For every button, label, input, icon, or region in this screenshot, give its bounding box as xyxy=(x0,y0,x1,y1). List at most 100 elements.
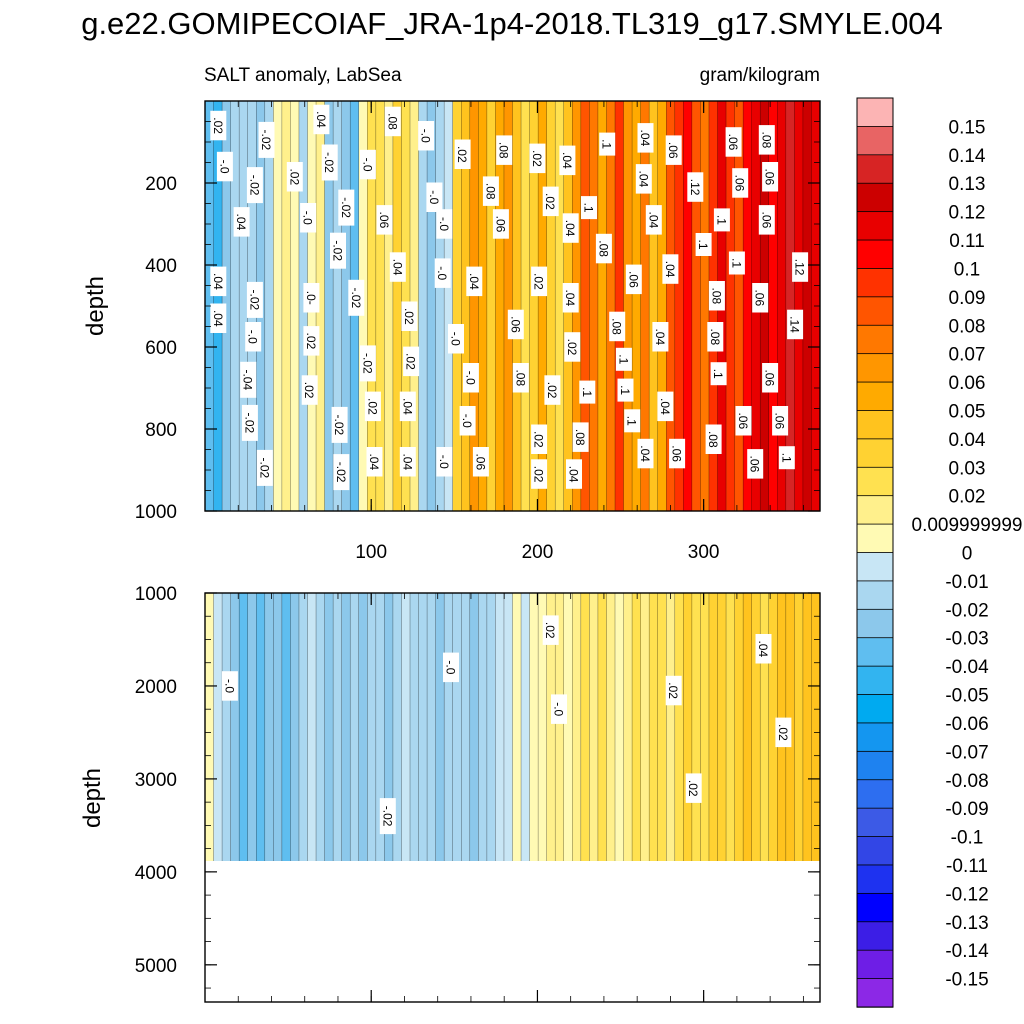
svg-text:-.04: -.04 xyxy=(241,369,255,390)
svg-text:-.02: -.02 xyxy=(380,806,394,827)
field-column xyxy=(666,593,676,861)
subtitle-units: gram/kilogram xyxy=(700,65,820,86)
field-column xyxy=(222,101,232,511)
colorbar-label: 0.06 xyxy=(949,373,986,394)
svg-text:.1: .1 xyxy=(729,258,743,268)
y-tick-label: 2000 xyxy=(135,677,177,698)
svg-text:.04: .04 xyxy=(563,289,577,306)
upper-panel-contour-labels: .02 -.02 .04 .08 -.0 .02 .08 .02 .04 .1 .04 .06 .06.… xyxy=(210,104,809,491)
colorbar-swatch xyxy=(856,523,894,554)
field-column xyxy=(307,593,317,861)
colorbar-label: -0.09 xyxy=(945,799,988,820)
contour-label: .02 xyxy=(685,773,702,803)
contour-label: .04 xyxy=(233,207,250,237)
field-column xyxy=(298,593,309,861)
y-tick-label: 1000 xyxy=(135,584,177,605)
svg-text:.1: .1 xyxy=(618,385,632,395)
svg-text:.06: .06 xyxy=(626,271,640,288)
field-column xyxy=(358,593,368,861)
field-column xyxy=(734,101,744,511)
field-column xyxy=(239,101,249,511)
colorbar-swatch xyxy=(856,353,894,383)
colorbar-label: 0.02 xyxy=(949,487,986,508)
colorbar-swatch xyxy=(856,268,894,298)
field-column xyxy=(743,101,753,511)
colorbar-label: 0.08 xyxy=(949,316,986,337)
field-column xyxy=(503,101,514,511)
colorbar-label: -0.05 xyxy=(945,686,988,707)
field-column xyxy=(657,101,667,511)
svg-text:-.02: -.02 xyxy=(259,130,273,151)
contour-label: .02 xyxy=(454,139,471,170)
colorbar-swatch xyxy=(856,694,894,724)
contour-label: .1 xyxy=(713,208,730,232)
field-column xyxy=(461,101,471,511)
field-column xyxy=(666,101,676,511)
contour-label: .02 xyxy=(775,717,792,748)
contour-label: .02 xyxy=(303,326,320,356)
contour-label: .06 xyxy=(772,405,789,436)
contour-label: .08 xyxy=(572,422,589,452)
lower-panel-field xyxy=(205,593,820,861)
contour-label: .02 xyxy=(544,375,561,405)
colorbar-swatch xyxy=(856,978,894,1008)
contour-label: .08 xyxy=(496,135,513,165)
y-tick-label: 4000 xyxy=(135,863,177,884)
field-column xyxy=(247,593,257,861)
field-column xyxy=(333,101,343,511)
svg-text:-.0: -.0 xyxy=(449,332,463,346)
contour-label: -.02 xyxy=(333,454,350,491)
contour-label: .06 xyxy=(472,446,489,477)
contour-label: .1 xyxy=(624,409,641,433)
y-tick-label: 5000 xyxy=(135,956,177,977)
svg-text:.02: .02 xyxy=(404,353,418,370)
svg-text:.02: .02 xyxy=(776,724,790,741)
contour-label: -.04 xyxy=(240,361,257,398)
colorbar-swatch xyxy=(856,580,894,611)
colorbar-label: 0.14 xyxy=(949,146,986,167)
field-column xyxy=(281,101,292,511)
svg-text:.04: .04 xyxy=(638,130,652,147)
svg-text:.02: .02 xyxy=(532,431,546,448)
colorbar-swatch xyxy=(856,97,894,128)
field-column xyxy=(410,593,420,861)
contour-label: .08 xyxy=(609,311,626,342)
contour-label: -.02 xyxy=(338,189,355,226)
field-column xyxy=(717,593,727,861)
colorbar-label: -0.14 xyxy=(945,941,989,962)
colorbar-swatch xyxy=(856,864,894,895)
svg-text:-.02: -.02 xyxy=(257,458,271,479)
field-column xyxy=(785,101,795,511)
upper-panel-y-axis: 200 400 600 800 1000 xyxy=(135,100,820,523)
svg-text:-.0: -.0 xyxy=(437,217,451,231)
field-column xyxy=(384,593,394,861)
svg-text:.0-: .0- xyxy=(304,291,318,305)
svg-text:.1: .1 xyxy=(580,387,594,397)
contour-label: .04 xyxy=(637,123,654,153)
subtitle-variable: SALT anomaly, LabSea xyxy=(204,65,402,86)
field-column xyxy=(700,101,710,511)
field-column xyxy=(264,593,274,861)
field-column xyxy=(794,101,804,511)
field-column xyxy=(461,593,471,861)
contour-label: .06 xyxy=(762,362,779,393)
contour-label: .04 xyxy=(559,145,576,176)
contour-label: .02 xyxy=(665,675,682,706)
svg-text:.06: .06 xyxy=(733,175,747,192)
contour-label: .04 xyxy=(399,391,416,422)
contour-label: -.0 xyxy=(436,446,453,477)
y-tick-label: 800 xyxy=(145,420,177,441)
contour-label: .02 xyxy=(564,332,581,362)
contour-label: .1 xyxy=(581,196,597,220)
colorbar-label: 0.03 xyxy=(949,458,986,479)
contour-label: .04 xyxy=(466,266,483,297)
contour-label: -.0 xyxy=(448,323,464,354)
svg-text:.04: .04 xyxy=(563,220,577,237)
contour-label: .04 xyxy=(637,438,654,469)
field-column xyxy=(538,593,548,861)
field-column xyxy=(375,593,385,861)
colorbar-swatch xyxy=(856,495,894,525)
contour-label: .12 xyxy=(792,252,809,282)
svg-text:-.02: -.02 xyxy=(339,197,353,218)
y-tick-label: 400 xyxy=(145,256,177,277)
